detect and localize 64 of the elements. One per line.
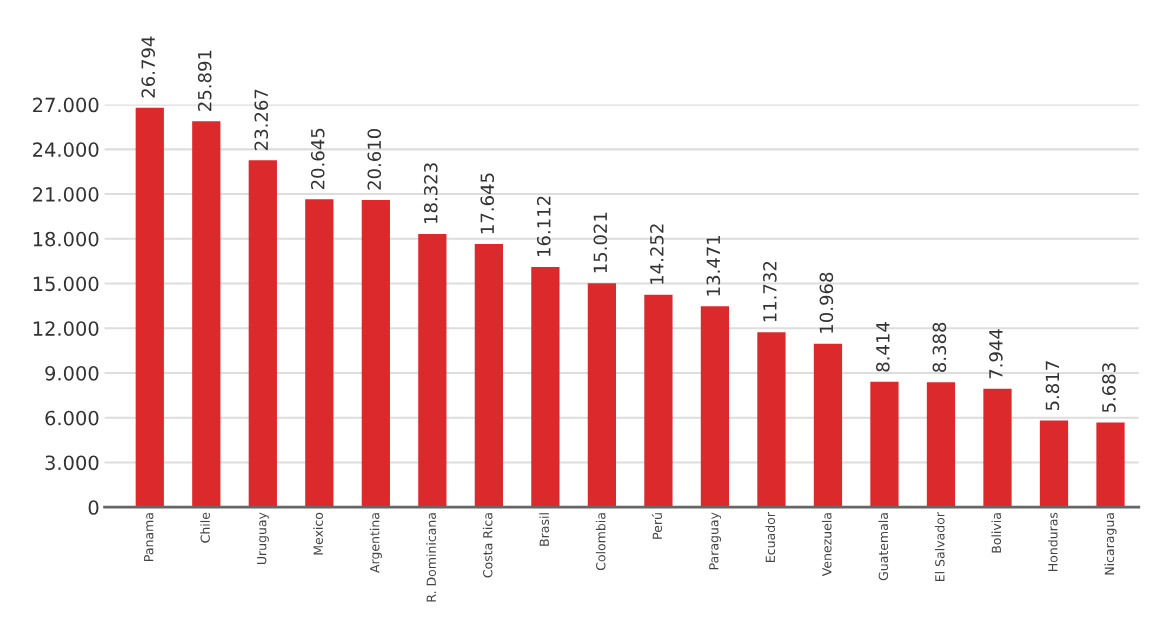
bar xyxy=(983,388,1012,508)
x-tick-label: Perú xyxy=(651,513,663,539)
data-label: 20.610 xyxy=(367,128,382,190)
bar xyxy=(926,382,956,508)
y-tick-label: 12.000 xyxy=(33,321,99,336)
bar xyxy=(757,332,786,508)
x-tick-label: Nicaragua xyxy=(1104,513,1117,575)
y-tick-label: 15.000 xyxy=(33,276,99,292)
x-tick-label: Chile xyxy=(200,512,210,543)
data-label: 15.021 xyxy=(593,212,608,273)
x-tick-label: El Salvador xyxy=(934,512,945,582)
x-tick-label: Costa Rica xyxy=(482,513,493,578)
y-tick-label: 6.000 xyxy=(45,410,99,426)
data-label: 11.732 xyxy=(763,261,777,322)
x-tick-label: Paraguay xyxy=(709,512,721,570)
data-label: 13.471 xyxy=(706,235,721,296)
data-label: 8.388 xyxy=(932,322,947,372)
y-tick-label: 21.000 xyxy=(33,187,99,202)
bar xyxy=(474,244,503,508)
data-label: 23.267 xyxy=(254,89,269,150)
bar xyxy=(700,306,730,508)
bar xyxy=(870,381,899,508)
data-label: 26.794 xyxy=(141,36,156,98)
x-tick-label: Honduras xyxy=(1047,512,1058,571)
bar xyxy=(305,199,334,508)
y-tick-label: 24.000 xyxy=(33,142,99,158)
x-tick-label: Panama xyxy=(144,513,154,561)
data-label: 18.323 xyxy=(423,163,438,224)
x-tick-label: Brasil xyxy=(539,513,549,546)
data-label: 10.968 xyxy=(819,272,834,333)
bar xyxy=(1039,420,1069,508)
bar xyxy=(418,233,447,508)
x-tick-label: Venezuela xyxy=(821,513,832,577)
bar xyxy=(248,160,277,508)
y-tick-label: 27.000 xyxy=(33,97,99,113)
x-tick-label: Argentina xyxy=(369,513,382,573)
y-tick-label: 3.000 xyxy=(45,455,99,471)
data-label: 8.414 xyxy=(876,322,890,372)
bar xyxy=(135,107,164,508)
x-tick-label: Guatemala xyxy=(878,513,889,581)
bar xyxy=(644,294,673,508)
bar xyxy=(813,343,843,508)
x-tick-label: Bolivia xyxy=(991,513,1002,553)
x-tick-label: Ecuador xyxy=(765,512,776,562)
x-tick-label: Mexico xyxy=(313,512,323,555)
data-label: 5.817 xyxy=(1045,361,1060,411)
y-tick-label: 18.000 xyxy=(33,231,99,247)
bar xyxy=(531,266,560,508)
bar xyxy=(1096,422,1125,508)
data-label: 25.891 xyxy=(197,50,212,111)
data-label: 16.112 xyxy=(536,196,551,257)
y-tick-label: 0 xyxy=(88,500,99,515)
data-label: 17.645 xyxy=(480,173,495,234)
data-label: 20.645 xyxy=(310,128,325,190)
y-tick-label: 9.000 xyxy=(45,365,99,381)
x-tick-label: R. Dominicana xyxy=(426,513,436,602)
x-tick-label: Colombia xyxy=(595,513,606,571)
bar xyxy=(587,283,617,508)
data-label: 7.944 xyxy=(989,329,1003,379)
bar xyxy=(361,199,390,508)
data-label: 5.683 xyxy=(1102,363,1116,413)
data-label: 14.252 xyxy=(649,224,664,284)
bar xyxy=(192,121,221,508)
x-tick-label: Uruguay xyxy=(257,512,269,565)
